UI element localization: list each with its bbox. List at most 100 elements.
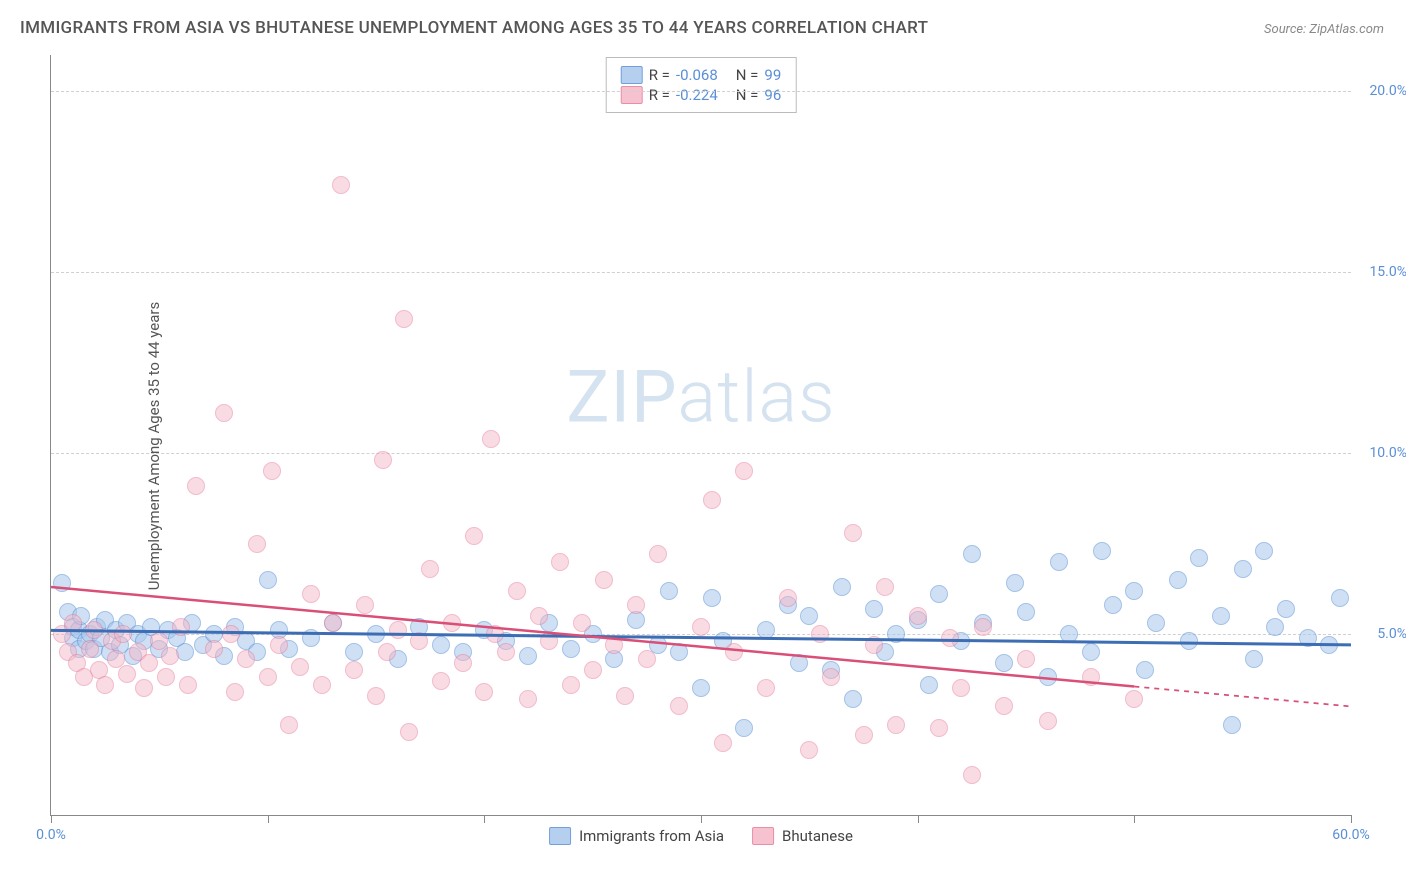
data-point — [920, 676, 938, 694]
correlation-legend: R = -0.068N = 99R = -0.224N = 96 — [606, 57, 797, 113]
data-point — [790, 654, 808, 672]
data-point — [443, 614, 461, 632]
data-point — [432, 672, 450, 690]
data-point — [508, 582, 526, 600]
data-point — [332, 176, 350, 194]
x-tick — [484, 815, 485, 823]
data-point — [1017, 650, 1035, 668]
x-tick — [918, 815, 919, 823]
data-point — [259, 668, 277, 686]
data-point — [1255, 542, 1273, 560]
legend-r-value: -0.224 — [676, 86, 718, 104]
data-point — [118, 665, 136, 683]
trend-line-extrapolated — [1134, 687, 1351, 707]
data-point — [1331, 589, 1349, 607]
data-point — [482, 430, 500, 448]
data-point — [263, 462, 281, 480]
data-point — [974, 618, 992, 636]
y-tick-label: 20.0% — [1369, 83, 1406, 99]
x-tick-label: 0.0% — [36, 827, 66, 843]
legend-n-label: N = — [736, 66, 759, 84]
data-point — [995, 654, 1013, 672]
legend-swatch — [752, 827, 774, 845]
data-point — [1223, 716, 1241, 734]
data-point — [519, 690, 537, 708]
x-tick-label: 60.0% — [1332, 827, 1370, 843]
legend-r-value: -0.068 — [676, 66, 718, 84]
data-point — [410, 632, 428, 650]
data-point — [85, 621, 103, 639]
x-tick — [268, 815, 269, 823]
data-point — [389, 621, 407, 639]
data-point — [1093, 542, 1111, 560]
data-point — [226, 683, 244, 701]
data-point — [1039, 712, 1057, 730]
data-point — [930, 585, 948, 603]
data-point — [876, 578, 894, 596]
data-point — [692, 618, 710, 636]
legend-series-item: Immigrants from Asia — [549, 827, 724, 845]
data-point — [887, 625, 905, 643]
chart-title: IMMIGRANTS FROM ASIA VS BHUTANESE UNEMPL… — [20, 18, 928, 38]
data-point — [800, 741, 818, 759]
data-point — [96, 676, 114, 694]
data-point — [176, 643, 194, 661]
gridline — [51, 453, 1351, 454]
data-point — [551, 553, 569, 571]
legend-series-label: Immigrants from Asia — [579, 827, 724, 845]
data-point — [735, 462, 753, 480]
legend-r-label: R = — [649, 86, 670, 104]
data-point — [735, 719, 753, 737]
data-point — [367, 687, 385, 705]
data-point — [757, 621, 775, 639]
data-point — [291, 658, 309, 676]
trend-lines-layer — [51, 55, 1351, 815]
data-point — [725, 643, 743, 661]
y-tick-label: 5.0% — [1377, 626, 1406, 642]
data-point — [627, 596, 645, 614]
data-point — [1180, 632, 1198, 650]
data-point — [573, 614, 591, 632]
data-point — [941, 629, 959, 647]
data-point — [421, 560, 439, 578]
data-point — [454, 654, 472, 672]
data-point — [811, 625, 829, 643]
source-attribution: Source: ZipAtlas.com — [1264, 22, 1384, 37]
data-point — [595, 571, 613, 589]
data-point — [1277, 600, 1295, 618]
data-point — [1060, 625, 1078, 643]
data-point — [692, 679, 710, 697]
data-point — [605, 636, 623, 654]
data-point — [161, 647, 179, 665]
data-point — [540, 632, 558, 650]
data-point — [844, 524, 862, 542]
data-point — [963, 545, 981, 563]
data-point — [865, 600, 883, 618]
data-point — [1234, 560, 1252, 578]
data-point — [1006, 574, 1024, 592]
data-point — [995, 697, 1013, 715]
data-point — [356, 596, 374, 614]
data-point — [157, 668, 175, 686]
data-point — [302, 585, 320, 603]
x-tick — [1134, 815, 1135, 823]
data-point — [172, 618, 190, 636]
data-point — [53, 574, 71, 592]
data-point — [887, 716, 905, 734]
data-point — [1104, 596, 1122, 614]
data-point — [313, 676, 331, 694]
legend-n-label: N = — [736, 86, 759, 104]
data-point — [519, 647, 537, 665]
data-point — [800, 607, 818, 625]
data-point — [1169, 571, 1187, 589]
data-point — [855, 726, 873, 744]
data-point — [1039, 668, 1057, 686]
data-point — [562, 640, 580, 658]
data-point — [1212, 607, 1230, 625]
data-point — [584, 661, 602, 679]
data-point — [378, 643, 396, 661]
data-point — [779, 589, 797, 607]
data-point — [909, 607, 927, 625]
data-point — [248, 535, 266, 553]
data-point — [395, 310, 413, 328]
